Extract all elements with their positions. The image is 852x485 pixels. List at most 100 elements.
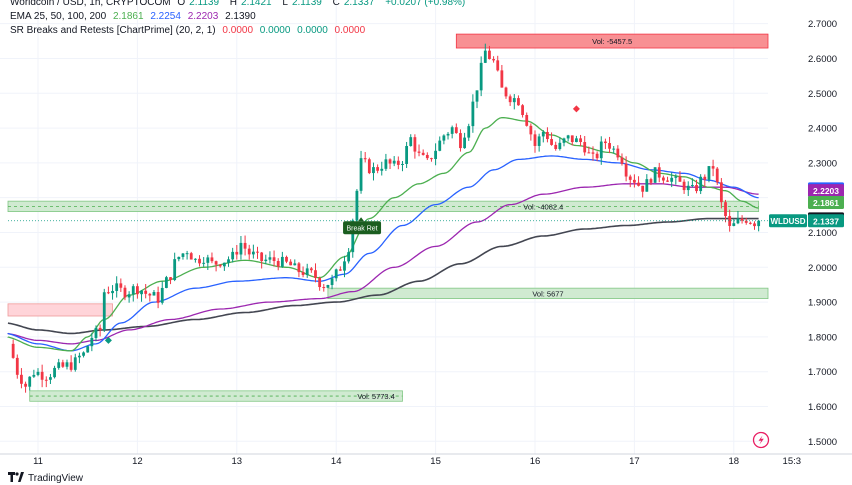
candle-body: [127, 294, 131, 298]
candle-body: [11, 343, 15, 358]
chart-grid: [0, 0, 768, 454]
candle-body: [695, 185, 698, 192]
symbol-tag: [769, 214, 807, 228]
candle-body: [537, 136, 541, 146]
candle-body: [82, 352, 85, 356]
candle-body: [256, 251, 259, 253]
candle-body: [641, 185, 645, 192]
candle-body: [512, 98, 516, 103]
candle-body: [111, 290, 114, 294]
candle-body: [57, 362, 61, 368]
y-tick-label: 2.7000: [808, 19, 837, 30]
candle-body: [206, 257, 210, 263]
candle-body: [98, 327, 102, 330]
candle-body: [504, 87, 508, 97]
candle-body: [363, 158, 367, 160]
candle-body: [297, 263, 301, 273]
candle-body: [450, 127, 454, 134]
candle-body: [541, 131, 545, 137]
sr-zone: [455, 33, 769, 49]
candle-body: [301, 272, 305, 275]
candle-body: [20, 374, 23, 384]
ohlc-high: H 2.1421: [229, 0, 272, 8]
candle-body: [562, 138, 566, 143]
candle-body: [309, 268, 313, 271]
candle-body: [28, 376, 32, 387]
candle-body: [73, 357, 77, 370]
y-tick-label: 2.5000: [808, 89, 837, 100]
candle-body: [376, 167, 380, 171]
candle-body: [467, 126, 471, 138]
candle-body: [488, 50, 491, 60]
candle-body: [599, 141, 603, 159]
candle-body: [392, 160, 396, 164]
price-tag-label: 2.1337: [813, 216, 839, 226]
tradingview-name: TradingView: [28, 473, 84, 484]
price-tag: [808, 196, 844, 210]
candle-body: [330, 278, 334, 286]
candle-body: [666, 180, 669, 182]
ema25-line: [7, 116, 759, 352]
candle-body: [289, 261, 293, 266]
candle-body: [334, 269, 338, 279]
candle-body: [699, 176, 703, 192]
flash-icon[interactable]: [752, 431, 770, 449]
candle-body: [616, 148, 620, 158]
x-tick-label: 14: [331, 456, 342, 467]
candles[interactable]: [11, 43, 761, 393]
diamond-green-marker: [104, 336, 112, 344]
sr-zone: [7, 303, 113, 317]
candle-body: [86, 346, 90, 353]
break-retest-pointer: [358, 217, 365, 222]
candle-body: [748, 222, 752, 224]
price-axis-bg: [772, 0, 852, 485]
candle-body: [401, 163, 404, 165]
candle-body: [757, 220, 761, 227]
candle-body: [661, 177, 665, 181]
candle-body: [413, 137, 417, 152]
candle-body: [508, 96, 512, 103]
candle-body: [231, 251, 235, 260]
candle-body: [496, 60, 500, 71]
y-tick-label: 1.7000: [808, 367, 837, 378]
candle-body: [740, 218, 744, 221]
candle-body: [475, 90, 479, 102]
symbol-legend: Worldcoin / USD, 1h, CRYPTOCOM O 2.1139 H…: [10, 0, 469, 9]
candle-body: [90, 337, 94, 347]
candle-body: [546, 131, 549, 140]
candle-body: [61, 362, 65, 367]
candle-body: [417, 151, 421, 153]
symbol-title: Worldcoin / USD, 1h, CRYPTOCOM: [10, 0, 171, 8]
tradingview-brand[interactable]: TradingView: [8, 472, 83, 485]
candle-body: [293, 263, 297, 266]
ema50-line: [7, 155, 759, 352]
candle-body: [119, 283, 123, 288]
candle-body: [521, 105, 524, 116]
candle-body: [500, 70, 504, 88]
sr-zone-label: Vol: -5457.5: [592, 37, 632, 46]
candle-body: [591, 152, 595, 154]
candle-body: [384, 159, 388, 169]
candle-body: [558, 142, 562, 149]
ema-legend[interactable]: EMA 25, 50, 100, 200 2.1861 2.2254 2.220…: [10, 11, 260, 23]
candle-body: [633, 179, 636, 183]
diamond-red-marker: [572, 105, 580, 113]
candle-body: [264, 259, 268, 262]
sr-legend[interactable]: SR Breaks and Retests [ChartPrime] (20, …: [10, 25, 369, 37]
candle-body: [421, 152, 425, 155]
candle-body: [78, 355, 81, 358]
candle-body: [44, 379, 48, 381]
candle-body: [753, 223, 756, 227]
candle-body: [459, 133, 462, 149]
candle-body: [343, 261, 346, 271]
candle-body: [732, 223, 736, 226]
candle-body: [463, 137, 466, 149]
candle-body: [525, 115, 529, 126]
candle-body: [595, 153, 599, 159]
ohlc-open: O 2.1139: [177, 0, 220, 8]
ema-lines: [7, 116, 759, 352]
candle-body: [15, 357, 19, 375]
candle-body: [367, 159, 371, 174]
candle-body: [405, 145, 409, 164]
